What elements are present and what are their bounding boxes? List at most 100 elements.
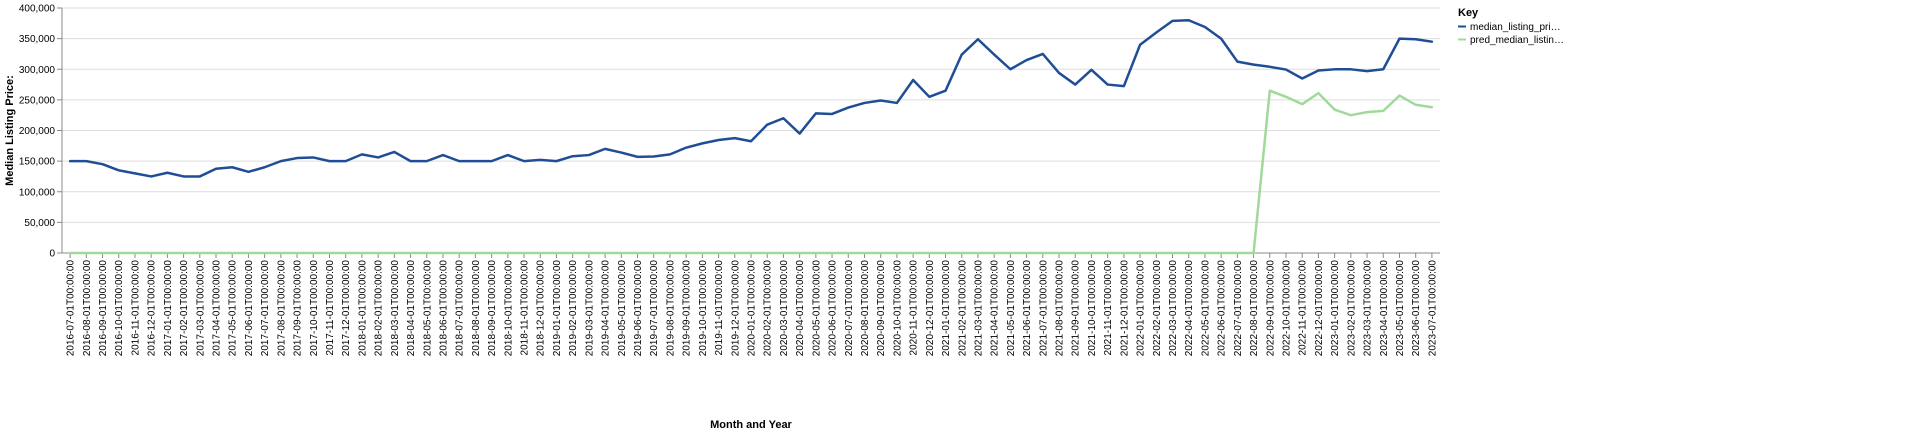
- x-tick-label: 2017-06-01T00:00:00: [244, 260, 255, 357]
- x-tick-label: 2017-04-01T00:00:00: [212, 260, 223, 357]
- x-tick-label: 2017-12-01T00:00:00: [341, 260, 352, 357]
- x-tick-label: 2019-12-01T00:00:00: [730, 260, 741, 357]
- x-tick-label: 2016-10-01T00:00:00: [114, 260, 125, 357]
- y-tick-label: 250,000: [19, 95, 56, 106]
- x-tick-label: 2023-01-01T00:00:00: [1330, 260, 1341, 357]
- y-tick-label: 300,000: [19, 65, 56, 76]
- x-tick-label: 2021-08-01T00:00:00: [1055, 260, 1066, 357]
- x-tick-label: 2017-02-01T00:00:00: [179, 260, 190, 357]
- y-tick-label: 400,000: [19, 4, 56, 15]
- x-tick-label: 2022-01-01T00:00:00: [1136, 260, 1147, 357]
- x-tick-label: 2016-09-01T00:00:00: [98, 260, 109, 357]
- x-tick-label: 2023-07-01T00:00:00: [1427, 260, 1438, 357]
- x-tick-label: 2019-02-01T00:00:00: [568, 260, 579, 357]
- x-tick-label: 2017-07-01T00:00:00: [260, 260, 271, 357]
- x-tick-label: 2018-11-01T00:00:00: [520, 260, 531, 356]
- x-tick-label: 2018-07-01T00:00:00: [455, 260, 466, 357]
- x-tick-label: 2020-07-01T00:00:00: [844, 260, 855, 357]
- x-tick-label: 2019-05-01T00:00:00: [617, 260, 628, 357]
- y-tick-label: 200,000: [19, 126, 56, 137]
- y-tick-label: 100,000: [19, 187, 56, 198]
- x-axis-ticks: 2016-07-01T00:00:00 2016-08-01T00:00:00 20…: [66, 253, 1438, 357]
- x-tick-label: 2022-02-01T00:00:00: [1152, 260, 1163, 357]
- grid: [62, 7, 1440, 254]
- x-tick-label: 2019-06-01T00:00:00: [633, 260, 644, 357]
- x-tick-label: 2022-07-01T00:00:00: [1233, 260, 1244, 357]
- x-tick-label: 2017-10-01T00:00:00: [309, 260, 320, 357]
- x-tick-label: 2018-12-01T00:00:00: [536, 260, 547, 357]
- x-tick-label: 2019-08-01T00:00:00: [665, 260, 676, 357]
- y-axis-ticks: 0 50,000 100,000 150,000 200,000 250,000 300,0…: [19, 4, 62, 260]
- x-tick-label: 2016-08-01T00:00:00: [82, 260, 93, 357]
- series-line-0: [68, 19, 1434, 178]
- x-tick-label: 2017-09-01T00:00:00: [293, 260, 304, 357]
- x-tick-label: 2021-06-01T00:00:00: [1022, 260, 1033, 357]
- x-tick-label: 2023-06-01T00:00:00: [1411, 260, 1422, 357]
- x-tick-label: 2017-03-01T00:00:00: [195, 260, 206, 357]
- x-tick-label: 2021-02-01T00:00:00: [957, 260, 968, 357]
- x-tick-label: 2017-05-01T00:00:00: [228, 260, 239, 357]
- x-tick-label: 2021-01-01T00:00:00: [941, 260, 952, 357]
- x-tick-label: 2016-07-01T00:00:00: [66, 260, 77, 357]
- x-tick-label: 2019-03-01T00:00:00: [584, 260, 595, 357]
- x-tick-label: 2021-09-01T00:00:00: [1071, 260, 1082, 357]
- x-tick-label: 2020-09-01T00:00:00: [876, 260, 887, 357]
- x-tick-label: 2021-03-01T00:00:00: [973, 260, 984, 357]
- x-tick-label: 2021-05-01T00:00:00: [1006, 260, 1017, 357]
- x-tick-label: 2022-11-01T00:00:00: [1298, 260, 1309, 356]
- y-tick-label: 50,000: [24, 218, 55, 229]
- x-tick-label: 2016-11-01T00:00:00: [130, 260, 141, 356]
- x-tick-label: 2022-09-01T00:00:00: [1265, 260, 1276, 357]
- x-tick-label: 2023-02-01T00:00:00: [1346, 260, 1357, 357]
- x-tick-label: 2018-10-01T00:00:00: [503, 260, 514, 357]
- x-tick-label: 2021-07-01T00:00:00: [1038, 260, 1049, 357]
- x-tick-label: 2019-11-01T00:00:00: [714, 260, 725, 356]
- x-tick-label: 2018-05-01T00:00:00: [422, 260, 433, 357]
- x-axis-title: Month and Year: [710, 419, 792, 431]
- x-tick-label: 2022-12-01T00:00:00: [1314, 260, 1325, 357]
- x-tick-label: 2023-03-01T00:00:00: [1363, 260, 1374, 357]
- legend-label: pred_median_listin…: [1470, 35, 1564, 46]
- x-tick-label: 2019-04-01T00:00:00: [601, 260, 612, 357]
- x-tick-label: 2023-04-01T00:00:00: [1379, 260, 1390, 357]
- x-tick-label: 2017-11-01T00:00:00: [325, 260, 336, 356]
- x-tick-label: 2019-09-01T00:00:00: [682, 260, 693, 357]
- x-tick-label: 2022-06-01T00:00:00: [1217, 260, 1228, 357]
- x-tick-label: 2021-04-01T00:00:00: [990, 260, 1001, 357]
- x-tick-label: 2019-10-01T00:00:00: [698, 260, 709, 357]
- x-tick-label: 2017-01-01T00:00:00: [163, 260, 174, 357]
- x-tick-label: 2022-05-01T00:00:00: [1200, 260, 1211, 357]
- x-tick-label: 2021-11-01T00:00:00: [1103, 260, 1114, 356]
- x-tick-label: 2016-12-01T00:00:00: [147, 260, 158, 357]
- x-tick-label: 2020-08-01T00:00:00: [860, 260, 871, 357]
- x-tick-label: 2022-08-01T00:00:00: [1249, 260, 1260, 357]
- x-tick-label: 2019-07-01T00:00:00: [649, 260, 660, 357]
- x-tick-label: 2018-02-01T00:00:00: [374, 260, 385, 357]
- x-tick-label: 2018-06-01T00:00:00: [438, 260, 449, 357]
- y-tick-label: 350,000: [19, 34, 56, 45]
- legend: Key median_listing_pri… pred_median_listi…: [1458, 7, 1564, 46]
- y-axis-title: Median Listing Price:: [4, 75, 16, 186]
- x-tick-label: 2020-11-01T00:00:00: [909, 260, 920, 356]
- series-lines: [68, 19, 1434, 255]
- x-tick-label: 2018-03-01T00:00:00: [390, 260, 401, 357]
- x-tick-label: 2017-08-01T00:00:00: [276, 260, 287, 357]
- x-tick-label: 2022-04-01T00:00:00: [1184, 260, 1195, 357]
- x-tick-label: 2020-04-01T00:00:00: [795, 260, 806, 357]
- x-tick-label: 2018-01-01T00:00:00: [357, 260, 368, 357]
- legend-title: Key: [1458, 7, 1479, 19]
- x-tick-label: 2018-08-01T00:00:00: [471, 260, 482, 357]
- x-tick-label: 2022-03-01T00:00:00: [1168, 260, 1179, 357]
- legend-label: median_listing_pri…: [1470, 22, 1561, 33]
- x-tick-label: 2018-04-01T00:00:00: [406, 260, 417, 357]
- x-tick-label: 2020-02-01T00:00:00: [763, 260, 774, 357]
- y-tick-label: 0: [49, 249, 55, 260]
- x-tick-label: 2020-12-01T00:00:00: [925, 260, 936, 357]
- x-tick-label: 2021-12-01T00:00:00: [1119, 260, 1130, 357]
- x-tick-label: 2020-03-01T00:00:00: [779, 260, 790, 357]
- series-line-1: [68, 89, 1434, 255]
- x-tick-label: 2023-05-01T00:00:00: [1395, 260, 1406, 357]
- x-tick-label: 2019-01-01T00:00:00: [552, 260, 563, 357]
- x-tick-label: 2022-10-01T00:00:00: [1281, 260, 1292, 357]
